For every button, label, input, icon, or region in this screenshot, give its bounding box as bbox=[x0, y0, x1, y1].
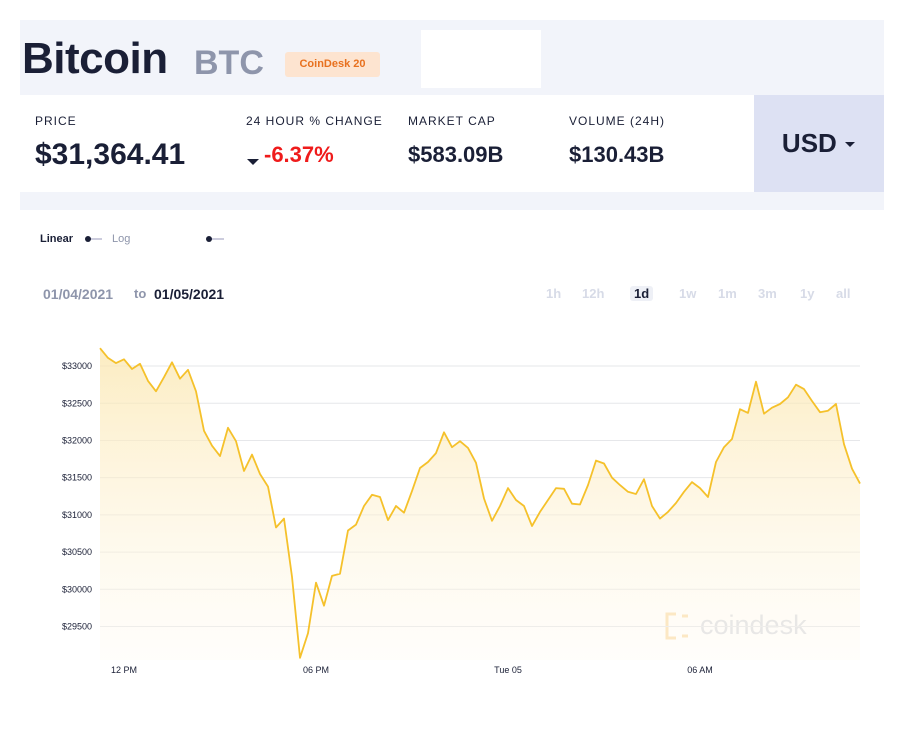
toggle[interactable] bbox=[204, 235, 226, 243]
y-tick-label: $32500 bbox=[62, 398, 92, 408]
stat-value: $31,364.41 bbox=[35, 138, 186, 171]
date-sep: to bbox=[134, 286, 147, 301]
down-arrow bbox=[247, 159, 259, 165]
index-badge[interactable]: CoinDesk 20 bbox=[285, 52, 380, 77]
y-tick-label: $29500 bbox=[62, 622, 92, 632]
x-tick-label: Tue 05 bbox=[494, 665, 522, 675]
y-tick-label: $33000 bbox=[62, 361, 92, 371]
currency: USD bbox=[781, 128, 837, 158]
x-tick-label: 12 PM bbox=[111, 665, 137, 675]
range-button[interactable]: 12h bbox=[582, 286, 605, 301]
stat-label: MARKET CAP bbox=[408, 114, 496, 128]
stat-value: $583.09B bbox=[408, 142, 504, 167]
range-button[interactable]: 1y bbox=[800, 286, 815, 301]
y-tick-label: $32000 bbox=[62, 435, 92, 445]
date-from[interactable]: 01/04/2021 bbox=[43, 286, 114, 302]
range-button[interactable]: 1m bbox=[718, 286, 737, 301]
x-tick-label: 06 AM bbox=[687, 665, 713, 675]
y-tick-label: $30000 bbox=[62, 584, 92, 594]
range-button[interactable]: all bbox=[836, 286, 851, 301]
area bbox=[100, 348, 860, 660]
stat-value: -6.37% bbox=[264, 142, 334, 167]
currency-select[interactable]: USD bbox=[754, 95, 884, 192]
stat-label: PRICE bbox=[35, 114, 77, 128]
y-tick-label: $31000 bbox=[62, 510, 92, 520]
blank-box bbox=[421, 30, 541, 88]
price-line bbox=[99, 347, 861, 659]
coin-title: Bitcoin bbox=[22, 34, 168, 83]
toggle[interactable] bbox=[84, 235, 104, 243]
y-tick-label: $31500 bbox=[62, 473, 92, 483]
range-button[interactable]: 1d bbox=[630, 286, 654, 301]
stat-value: $130.43B bbox=[569, 142, 665, 167]
linear-label[interactable]: Linear bbox=[40, 233, 74, 245]
y-tick-label: $30500 bbox=[62, 547, 92, 557]
stat-label: VOLUME (24H) bbox=[569, 114, 666, 128]
range-button[interactable]: 1w bbox=[679, 286, 697, 301]
separator bbox=[20, 192, 884, 210]
caret bbox=[845, 142, 856, 148]
range-button[interactable]: 3m bbox=[758, 286, 777, 301]
date-to[interactable]: 01/05/2021 bbox=[154, 286, 225, 302]
coin-symbol: BTC bbox=[194, 44, 264, 82]
log-label[interactable]: Log bbox=[112, 233, 131, 245]
stat-label: 24 HOUR % CHANGE bbox=[246, 114, 383, 128]
range-button[interactable]: 1h bbox=[546, 286, 562, 301]
x-tick-label: 06 PM bbox=[303, 665, 329, 675]
